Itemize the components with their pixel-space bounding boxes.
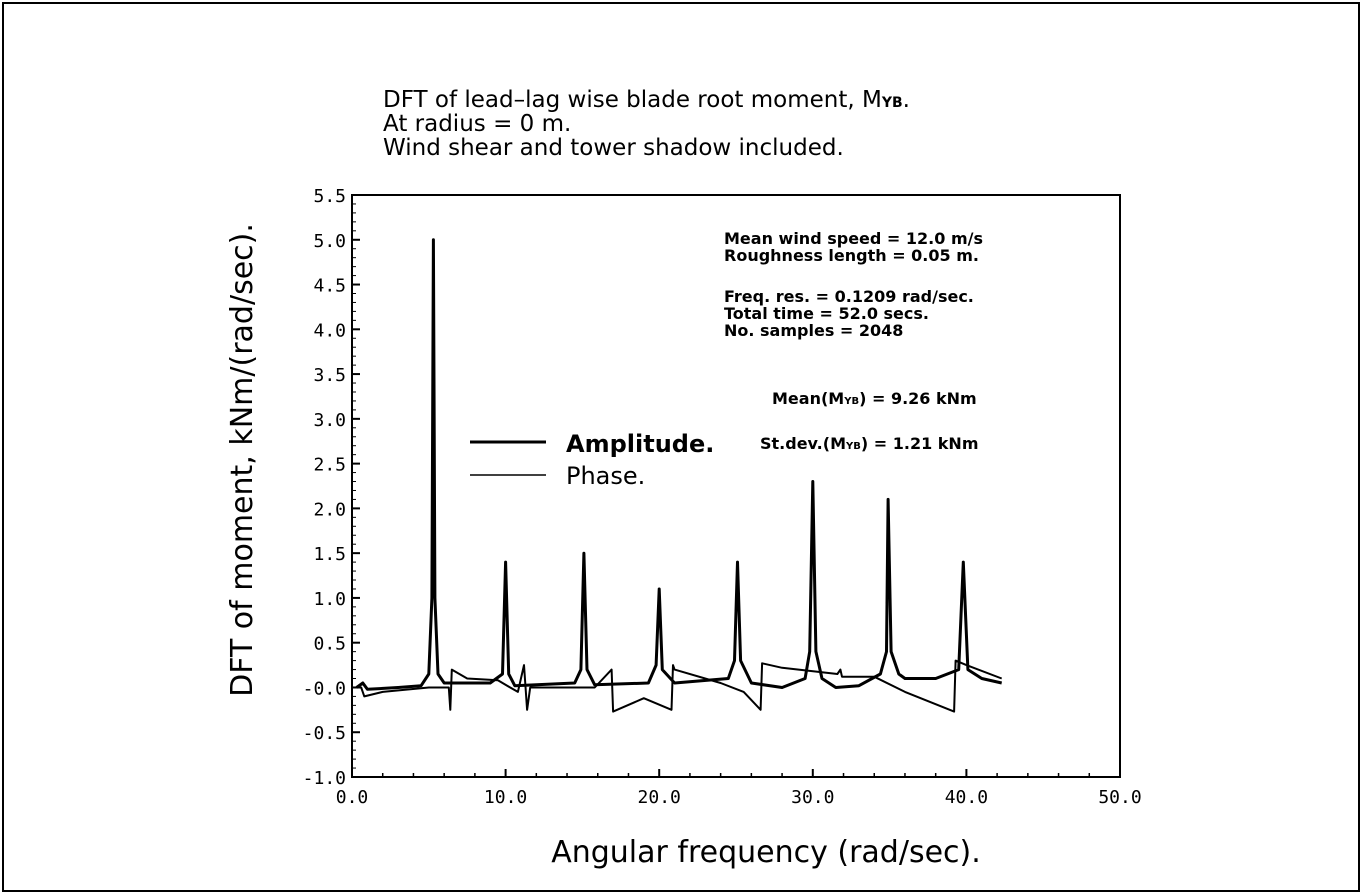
y-tick-label: 3.0 <box>313 410 346 431</box>
plot-area <box>351 194 1121 778</box>
y-tick-label: -0.5 <box>303 723 346 744</box>
y-tick-label: 5.5 <box>313 186 346 207</box>
chart-title-line-1: DFT of lead–lag wise blade root moment, … <box>383 87 910 113</box>
annotation-wind-speed: Mean wind speed = 12.0 m/s <box>724 229 983 248</box>
legend-phase-label: Phase. <box>566 462 645 490</box>
y-tick-label: 1.0 <box>313 589 346 610</box>
y-tick-label: 4.0 <box>313 320 346 341</box>
series-phase-line <box>352 659 1003 713</box>
y-tick-label: 5.0 <box>313 231 346 252</box>
x-tick-label: 30.0 <box>791 787 834 808</box>
y-axis-label: DFT of moment, kNm/(rad/sec). <box>225 223 260 697</box>
annotation-stdev: St.dev.(MYB) = 1.21 kNm <box>760 434 979 453</box>
y-tick-label: -1.0 <box>303 768 346 789</box>
y-tick-label: 4.5 <box>313 276 346 297</box>
chart-title-line-3: Wind shear and tower shadow included. <box>383 135 844 161</box>
x-axis-label: Angular frequency (rad/sec). <box>551 835 981 870</box>
y-tick-label: 2.5 <box>313 455 346 476</box>
x-tick-label: 50.0 <box>1098 787 1141 808</box>
legend-amplitude-label: Amplitude. <box>566 430 714 458</box>
x-tick-label: 0.0 <box>336 787 369 808</box>
annotation-total-time: Total time = 52.0 secs. <box>724 304 929 323</box>
x-tick-label: 10.0 <box>484 787 527 808</box>
annotation-freq-res: Freq. res. = 0.1209 rad/sec. <box>724 287 974 306</box>
y-tick-label: 2.0 <box>313 499 346 520</box>
chart-title-line-2: At radius = 0 m. <box>383 111 572 137</box>
annotation-samples: No. samples = 2048 <box>724 321 904 340</box>
y-tick-label: 3.5 <box>313 365 346 386</box>
annotation-roughness: Roughness length = 0.05 m. <box>724 246 979 265</box>
y-tick-label: 1.5 <box>313 544 346 565</box>
series-amplitude-line <box>355 238 1003 691</box>
annotation-mean: Mean(MYB) = 9.26 kNm <box>772 389 977 408</box>
y-tick-label: -0.0 <box>303 678 346 699</box>
x-tick-label: 40.0 <box>945 787 988 808</box>
y-tick-label: 0.5 <box>313 634 346 655</box>
x-tick-label: 20.0 <box>638 787 681 808</box>
